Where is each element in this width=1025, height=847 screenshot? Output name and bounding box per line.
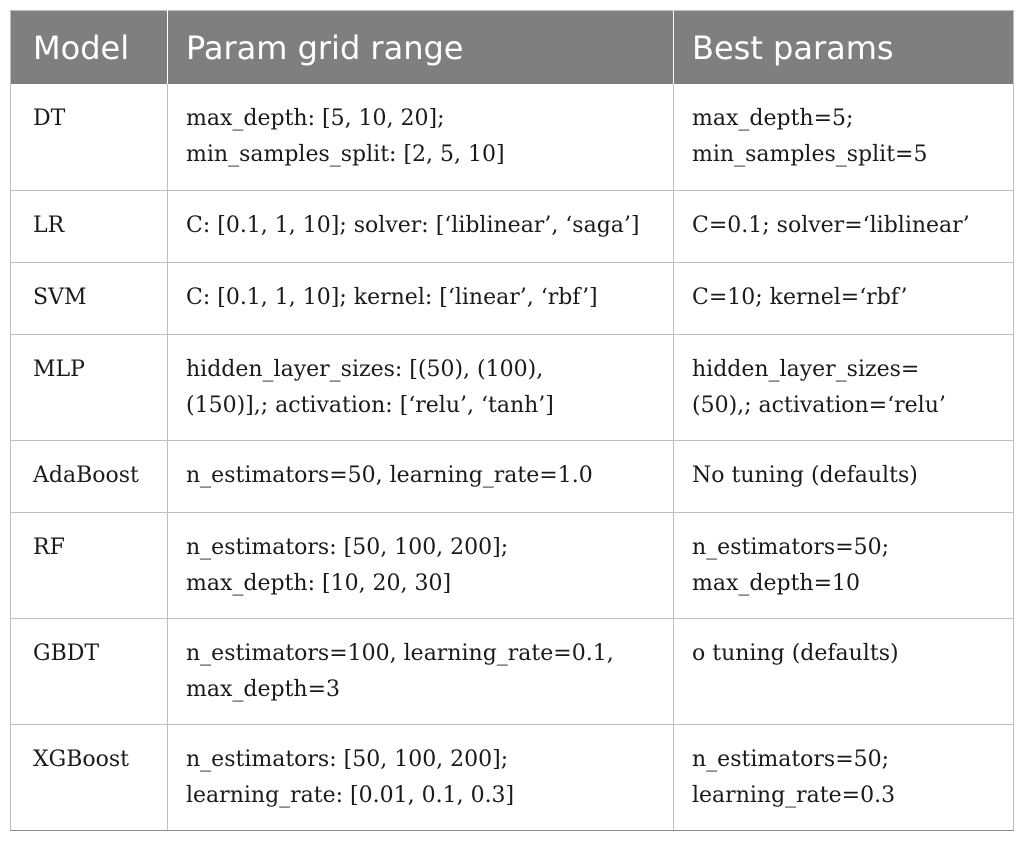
model-cell: DT — [10, 84, 168, 191]
table-header: Model Param grid range Best params — [10, 10, 1014, 84]
cell-line: n_estimators: [50, 100, 200]; — [186, 746, 509, 772]
param-grid-cell: n_estimators=50, learning_rate=1.0 — [167, 440, 674, 513]
cell-line: C=0.1; solver=‘liblinear’ — [692, 212, 970, 238]
cell-line: min_samples_split=5 — [692, 142, 928, 167]
model-cell: SVM — [10, 262, 168, 335]
table-row: SVM C: [0.1, 1, 10]; kernel: [‘linear’, … — [10, 262, 1014, 335]
best-params-cell: n_estimators=50; max_depth=10 — [673, 512, 1014, 619]
table-row: AdaBoost n_estimators=50, learning_rate=… — [10, 440, 1014, 513]
model-cell: GBDT — [10, 618, 168, 725]
param-grid-cell: hidden_layer_sizes: [(50), (100), (150)]… — [167, 334, 674, 441]
best-params-cell: C=10; kernel=‘rbf’ — [673, 262, 1014, 335]
table-row: MLP hidden_layer_sizes: [(50), (100), (1… — [10, 334, 1014, 441]
table-row: LR C: [0.1, 1, 10]; solver: [‘liblinear’… — [10, 190, 1014, 263]
param-grid-cell: C: [0.1, 1, 10]; solver: [‘liblinear’, ‘… — [167, 190, 674, 263]
cell-line: learning_rate=0.3 — [692, 782, 896, 808]
table-row: DT max_depth: [5, 10, 20]; min_samples_s… — [10, 84, 1014, 191]
cell-line: hidden_layer_sizes: [(50), (100), — [186, 356, 544, 382]
model-cell: MLP — [10, 334, 168, 441]
table-row: RF n_estimators: [50, 100, 200]; max_dep… — [10, 512, 1014, 619]
cell-line: o tuning (defaults) — [692, 640, 899, 666]
header-param-grid-range: Param grid range — [167, 10, 674, 84]
header-best-params: Best params — [673, 10, 1014, 84]
cell-line: n_estimators: [50, 100, 200]; — [186, 534, 509, 560]
cell-line: (50),; activation=‘relu’ — [692, 392, 946, 418]
param-grid-cell: n_estimators=100, learning_rate=0.1, max… — [167, 618, 674, 725]
cell-line: max_depth=3 — [186, 676, 341, 702]
best-params-cell: hidden_layer_sizes= (50),; activation=‘r… — [673, 334, 1014, 441]
cell-line: min_samples_split: [2, 5, 10] — [186, 142, 505, 167]
best-params-cell: C=0.1; solver=‘liblinear’ — [673, 190, 1014, 263]
cell-line: n_estimators=50; — [692, 534, 890, 560]
header-row: Model Param grid range Best params — [10, 10, 1014, 84]
best-params-cell: No tuning (defaults) — [673, 440, 1014, 513]
best-params-cell: o tuning (defaults) — [673, 618, 1014, 725]
param-grid-cell: n_estimators: [50, 100, 200]; max_depth:… — [167, 512, 674, 619]
cell-line: n_estimators=50, learning_rate=1.0 — [186, 462, 593, 488]
best-params-cell: max_depth=5; min_samples_split=5 — [673, 84, 1014, 191]
cell-line: n_estimators=50; — [692, 746, 890, 772]
model-cell: AdaBoost — [10, 440, 168, 513]
table-container: Model Param grid range Best params DT ma… — [10, 10, 1014, 831]
cell-line: C: [0.1, 1, 10]; solver: [‘liblinear’, ‘… — [186, 212, 640, 238]
cell-line: No tuning (defaults) — [692, 462, 918, 488]
hyperparameter-table: Model Param grid range Best params DT ma… — [10, 10, 1014, 831]
param-grid-cell: max_depth: [5, 10, 20]; min_samples_spli… — [167, 84, 674, 191]
cell-line: C: [0.1, 1, 10]; kernel: [‘linear’, ‘rbf… — [186, 284, 598, 310]
model-cell: XGBoost — [10, 724, 168, 831]
cell-line: hidden_layer_sizes= — [692, 356, 920, 382]
cell-line: max_depth=10 — [692, 570, 861, 596]
param-grid-cell: C: [0.1, 1, 10]; kernel: [‘linear’, ‘rbf… — [167, 262, 674, 335]
cell-line: max_depth=5; — [692, 106, 854, 131]
table-row: GBDT n_estimators=100, learning_rate=0.1… — [10, 618, 1014, 725]
cell-line: n_estimators=100, learning_rate=0.1, — [186, 640, 614, 666]
model-cell: LR — [10, 190, 168, 263]
cell-line: (150)],; activation: [‘relu’, ‘tanh’] — [186, 392, 554, 418]
cell-line: max_depth: [5, 10, 20]; — [186, 106, 445, 131]
table-body: DT max_depth: [5, 10, 20]; min_samples_s… — [10, 84, 1014, 831]
table-row: XGBoost n_estimators: [50, 100, 200]; le… — [10, 724, 1014, 831]
param-grid-cell: n_estimators: [50, 100, 200]; learning_r… — [167, 724, 674, 831]
best-params-cell: n_estimators=50; learning_rate=0.3 — [673, 724, 1014, 831]
header-model: Model — [10, 10, 168, 84]
cell-line: learning_rate: [0.01, 0.1, 0.3] — [186, 782, 515, 808]
cell-line: max_depth: [10, 20, 30] — [186, 570, 452, 596]
cell-line: C=10; kernel=‘rbf’ — [692, 284, 908, 310]
model-cell: RF — [10, 512, 168, 619]
